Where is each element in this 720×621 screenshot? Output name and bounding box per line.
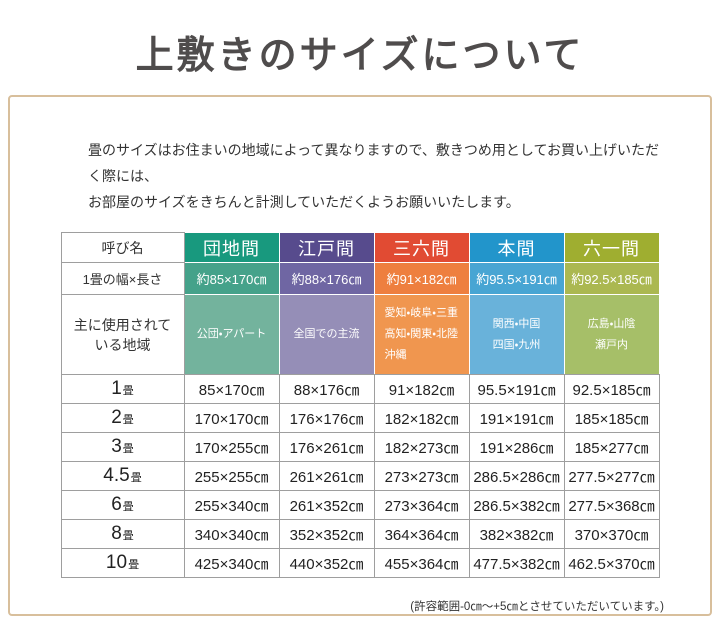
size-value-cell: 352×352㎝	[278, 519, 375, 549]
size-value-cell: 455×364㎝	[373, 548, 470, 578]
size-row-3: 3畳 170×255㎝ 176×261㎝ 182×273㎝ 191×286㎝ 1…	[60, 432, 660, 462]
size-row-label: 8畳	[60, 519, 185, 549]
column-header-sabuma: 三六間	[373, 232, 470, 263]
region-row: 主に使用されている地域 公団・アパート 全国での主流 愛知・岐阜・三重 高知・関…	[60, 294, 660, 375]
size-value-cell: 273×364㎝	[373, 490, 470, 520]
name-header-cell: 呼び名	[60, 232, 185, 263]
size-value-cell: 286.5×382㎝	[468, 490, 565, 520]
size-value-cell: 170×170㎝	[183, 403, 280, 433]
tatami-unit: 畳	[128, 559, 140, 571]
size-value-cell: 364×364㎝	[373, 519, 470, 549]
region-value-cell: 愛知・岐阜・三重 高知・関東・北陸 沖縄	[373, 294, 470, 375]
size-value-cell: 170×255㎝	[183, 432, 280, 462]
size-row-label: 4.5畳	[60, 461, 185, 491]
size-row-label: 2畳	[60, 403, 185, 433]
width-row-label: 1畳の幅×長さ	[60, 262, 185, 295]
size-value-cell: 182×273㎝	[373, 432, 470, 462]
size-row-10: 10畳 425×340㎝ 440×352㎝ 455×364㎝ 477.5×382…	[60, 548, 660, 578]
info-box: 畳のサイズはお住まいの地域によって異なりますので、敷きつめ用としてお買い上げいた…	[8, 95, 712, 616]
tatami-count: 3	[111, 436, 122, 457]
region-row-label: 主に使用されている地域	[60, 294, 185, 375]
size-row-label: 10畳	[60, 548, 185, 578]
size-row-label: 3畳	[60, 432, 185, 462]
tatami-count: 4.5	[103, 465, 130, 486]
size-value-cell: 462.5×370㎝	[563, 548, 660, 578]
region-value-cell: 公団・アパート	[183, 294, 280, 375]
size-value-cell: 277.5×368㎝	[563, 490, 660, 520]
size-value-cell: 277.5×277㎝	[563, 461, 660, 491]
size-row-label: 1畳	[60, 374, 185, 404]
tatami-unit: 畳	[122, 414, 134, 426]
intro-line-2: お部屋のサイズをきちんと計測していただくようお願いいたします。	[88, 194, 520, 210]
tatami-size-table: 呼び名 団地間 江戸間 三六間 本間 六一間 1畳の幅×長さ 約85×170㎝ …	[60, 232, 660, 578]
tatami-count: 2	[111, 407, 122, 428]
size-value-cell: 91×182㎝	[373, 374, 470, 404]
size-value-cell: 176×261㎝	[278, 432, 375, 462]
width-value-cell: 約91×182㎝	[373, 262, 470, 295]
size-value-cell: 255×255㎝	[183, 461, 280, 491]
region-value-cell: 関西・中国 四国・九州	[468, 294, 565, 375]
tatami-count: 10	[105, 552, 128, 573]
size-value-cell: 255×340㎝	[183, 490, 280, 520]
tatami-count: 6	[111, 494, 122, 515]
size-value-cell: 340×340㎝	[183, 519, 280, 549]
size-value-cell: 273×273㎝	[373, 461, 470, 491]
size-value-cell: 382×382㎝	[468, 519, 565, 549]
table-header-row: 呼び名 団地間 江戸間 三六間 本間 六一間	[60, 232, 660, 263]
column-header-honma: 本間	[468, 232, 565, 263]
tatami-unit: 畳	[122, 443, 134, 455]
size-value-cell: 477.5×382㎝	[468, 548, 565, 578]
size-value-cell: 185×277㎝	[563, 432, 660, 462]
size-value-cell: 286.5×286㎝	[468, 461, 565, 491]
size-value-cell: 182×182㎝	[373, 403, 470, 433]
size-value-cell: 85×170㎝	[183, 374, 280, 404]
size-value-cell: 261×352㎝	[278, 490, 375, 520]
width-value-cell: 約95.5×191㎝	[468, 262, 565, 295]
size-value-cell: 88×176㎝	[278, 374, 375, 404]
page-title: 上敷きのサイズについて	[135, 35, 585, 77]
size-row-label: 6畳	[60, 490, 185, 520]
tatami-unit: 畳	[130, 472, 142, 484]
width-value-cell: 約88×176㎝	[278, 262, 375, 295]
size-row-6: 6畳 255×340㎝ 261×352㎝ 273×364㎝ 286.5×382㎝…	[60, 490, 660, 520]
tatami-unit: 畳	[122, 385, 134, 397]
width-length-row: 1畳の幅×長さ 約85×170㎝ 約88×176㎝ 約91×182㎝ 約95.5…	[60, 262, 660, 295]
width-value-cell: 約92.5×185㎝	[563, 262, 660, 295]
size-value-cell: 261×261㎝	[278, 461, 375, 491]
region-value-cell: 広島・山陰 瀬戸内	[563, 294, 660, 375]
size-value-cell: 185×185㎝	[563, 403, 660, 433]
size-row-2: 2畳 170×170㎝ 176×176㎝ 182×182㎝ 191×191㎝ 1…	[60, 403, 660, 433]
size-row-1: 1畳 85×170㎝ 88×176㎝ 91×182㎝ 95.5×191㎝ 92.…	[60, 374, 660, 404]
size-value-cell: 425×340㎝	[183, 548, 280, 578]
column-header-danchima: 団地間	[183, 232, 280, 263]
size-value-cell: 92.5×185㎝	[563, 374, 660, 404]
size-value-cell: 370×370㎝	[563, 519, 660, 549]
intro-line-1: 畳のサイズはお住まいの地域によって異なりますので、敷きつめ用としてお買い上げいた…	[88, 142, 660, 184]
size-row-4-5: 4.5畳 255×255㎝ 261×261㎝ 273×273㎝ 286.5×28…	[60, 461, 660, 491]
region-value-cell: 全国での主流	[278, 294, 375, 375]
tatami-unit: 畳	[122, 501, 134, 513]
size-value-cell: 95.5×191㎝	[468, 374, 565, 404]
size-value-cell: 440×352㎝	[278, 548, 375, 578]
size-value-cell: 176×176㎝	[278, 403, 375, 433]
intro-text: 畳のサイズはお住まいの地域によって異なりますので、敷きつめ用としてお買い上げいた…	[10, 97, 710, 215]
size-value-cell: 191×286㎝	[468, 432, 565, 462]
tolerance-note: (許容範囲-0㎝～+5㎝とさせていただいています。)	[410, 601, 664, 613]
width-value-cell: 約85×170㎝	[183, 262, 280, 295]
tatami-unit: 畳	[122, 530, 134, 542]
size-row-8: 8畳 340×340㎝ 352×352㎝ 364×364㎝ 382×382㎝ 3…	[60, 519, 660, 549]
tatami-count: 8	[111, 523, 122, 544]
column-header-rokuichima: 六一間	[563, 232, 660, 263]
tatami-count: 1	[111, 378, 122, 399]
size-value-cell: 191×191㎝	[468, 403, 565, 433]
column-header-edoma: 江戸間	[278, 232, 375, 263]
